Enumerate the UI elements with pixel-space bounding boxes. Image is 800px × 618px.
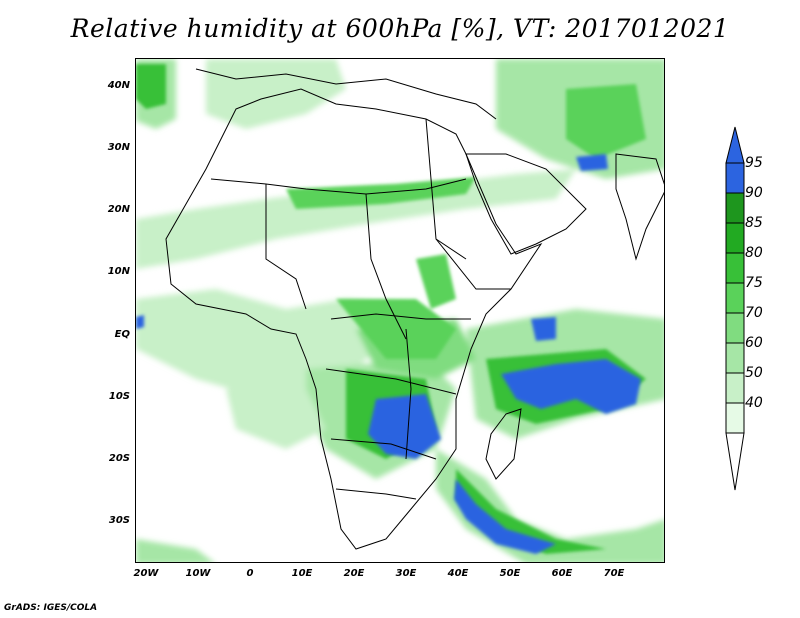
colorbar-swatch-50 (726, 373, 744, 403)
colorbar-label-85: 85 (745, 215, 763, 231)
colorbar-label-95: 95 (745, 155, 763, 171)
colorbar-label-90: 90 (745, 185, 763, 201)
lat-label-40n: 40N (98, 80, 130, 91)
colorbar-swatch-70 (726, 313, 744, 343)
lat-label-30n: 30N (98, 142, 130, 153)
lon-label-30e: 30E (388, 568, 424, 579)
colorbar-label-40: 40 (745, 395, 763, 411)
humidity-map (136, 59, 665, 563)
colorbar-swatch-60 (726, 343, 744, 373)
colorbar-swatch-90 (726, 193, 744, 223)
colorbar-label-50: 50 (745, 365, 763, 381)
colorbar-label-75: 75 (745, 275, 763, 291)
lon-label-40e: 40E (440, 568, 476, 579)
lat-label-10s: 10S (98, 391, 130, 402)
lat-label-10n: 10N (98, 266, 130, 277)
colorbar-top-arrow (726, 127, 744, 163)
colorbar-swatch-95 (726, 163, 744, 193)
lon-label-20w: 20W (128, 568, 164, 579)
colorbar (725, 125, 745, 495)
lon-label-10e: 10E (284, 568, 320, 579)
colorbar-swatch-40 (726, 403, 744, 433)
map-panel (135, 58, 665, 563)
software-credit: GrADS: IGES/COLA (4, 603, 97, 613)
lon-label-60e: 60E (544, 568, 580, 579)
lon-label-50e: 50E (492, 568, 528, 579)
lon-label-10w: 10W (180, 568, 216, 579)
lon-label-0: 0 (232, 568, 268, 579)
colorbar-swatch-80 (726, 253, 744, 283)
map-title: Relative humidity at 600hPa [%], VT: 201… (0, 14, 800, 43)
colorbar-label-80: 80 (745, 245, 763, 261)
lon-label-70e: 70E (596, 568, 632, 579)
colorbar-bottom-arrow (726, 433, 744, 490)
lon-label-20e: 20E (336, 568, 372, 579)
colorbar-label-70: 70 (745, 305, 763, 321)
colorbar-swatch-85 (726, 223, 744, 253)
colorbar-label-60: 60 (745, 335, 763, 351)
lat-label-20n: 20N (98, 204, 130, 215)
colorbar-swatch-75 (726, 283, 744, 313)
lat-label-20s: 20S (98, 453, 130, 464)
lat-label-30s: 30S (98, 515, 130, 526)
lat-label-eq: EQ (98, 329, 130, 340)
